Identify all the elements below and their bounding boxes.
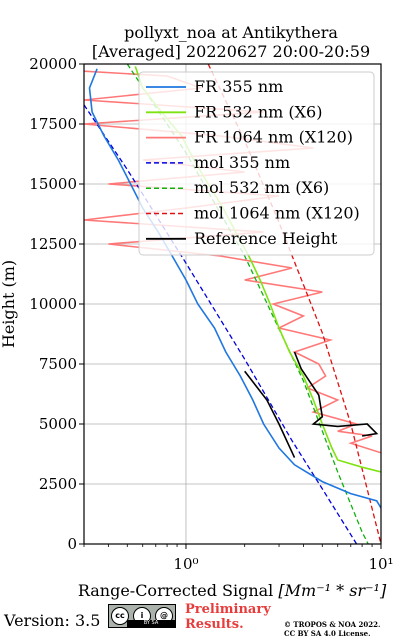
- legend-label: FR 532 nm (X6): [194, 102, 322, 121]
- legend-label: FR 1064 nm (X120): [194, 128, 353, 147]
- x-axis-label: Range-Corrected Signal [Mm⁻¹ * sr⁻¹]: [78, 581, 387, 600]
- y-tick-label: 10000: [29, 295, 77, 313]
- copyright-line-2: CC BY SA 4.0 License.: [284, 629, 371, 638]
- chart-title: pollyxt_noa at Antikythera: [124, 23, 338, 42]
- legend: FR 355 nm FR 532 nm (X6) FR 1064 nm (X120)…: [138, 71, 375, 256]
- version-label: Version: 3.5: [4, 611, 101, 630]
- legend-label: mol 355 nm: [194, 153, 290, 172]
- series-reference-height-line-2: [293, 351, 379, 437]
- copyright-line-1: © TROPOS & NOA 2022.: [284, 620, 381, 629]
- y-tick-label: 17500: [29, 115, 77, 133]
- legend-label: mol 532 nm (X6): [194, 178, 329, 197]
- legend-label: FR 355 nm: [194, 77, 283, 96]
- series-mol-1064-nm-x120-line: [207, 64, 381, 544]
- legend-label: Reference Height: [194, 229, 338, 248]
- axis-ticks: 0 2500 5000 7500 10000 12500 15000 17500 20000 10…: [29, 55, 393, 573]
- y-axis-label: Height (m): [0, 260, 18, 348]
- copyright-notice: © TROPOS & NOA 2022. CC BY SA 4.0 Licens…: [284, 620, 380, 638]
- chart-subtitle: [Averaged] 20220627 20:00-20:59: [92, 42, 370, 61]
- series-fr-355-nm-line: [88, 68, 381, 509]
- cc-license-badge: cc i @ BY SA: [108, 604, 176, 628]
- legend-box: [138, 71, 375, 256]
- cc-icon: cc: [111, 607, 129, 625]
- x-tick-label: 10¹: [368, 555, 393, 573]
- y-tick-label: 20000: [29, 55, 77, 73]
- preliminary-notice: Preliminary Results.: [185, 602, 271, 632]
- y-tick-label: 0: [67, 535, 77, 553]
- series-reference-height-line: [244, 370, 296, 458]
- preliminary-line-2: Results.: [185, 617, 244, 632]
- x-axis-label-text: Range-Corrected Signal: [78, 581, 273, 600]
- x-axis-label-unit: [Mm⁻¹ * sr⁻¹]: [278, 581, 387, 600]
- y-tick-label: 12500: [29, 235, 77, 253]
- preliminary-line-1: Preliminary: [185, 602, 271, 617]
- x-tick-label: 10⁰: [173, 555, 198, 573]
- y-tick-label: 7500: [39, 355, 77, 373]
- legend-label: mol 1064 nm (X120): [194, 204, 360, 223]
- series-mol-355-nm-line: [84, 104, 358, 544]
- y-tick-label: 15000: [29, 175, 77, 193]
- cc-badge-label: BY SA: [127, 620, 175, 627]
- chart: pollyxt_noa at Antikythera [Averaged] 20…: [0, 23, 394, 600]
- y-tick-label: 2500: [39, 475, 77, 493]
- y-tick-label: 5000: [39, 415, 77, 433]
